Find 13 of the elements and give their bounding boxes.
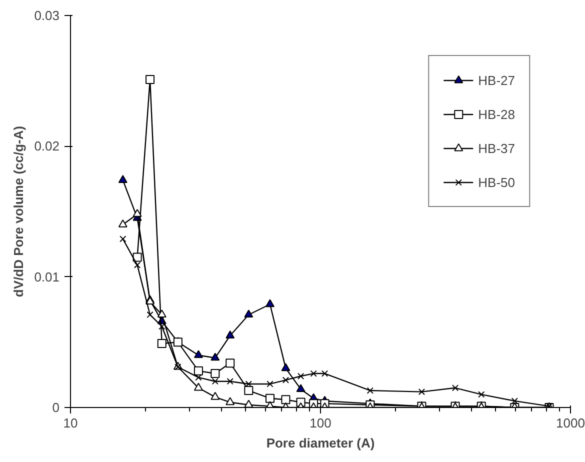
y-axis-title: dV/dD Pore volume (cc/g-A) [11,126,26,298]
y-tick-label: 0 [52,400,60,415]
y-tick-label: 0.03 [34,8,60,23]
y-tick-label: 0.02 [34,138,60,154]
x-tick-label: 10 [63,416,78,430]
legend-label: HB-27 [478,72,515,88]
legend-label: HB-37 [478,140,515,156]
legend-label: HB-50 [478,174,515,190]
x-tick-label: 1000 [556,416,585,430]
y-tick-label: 0.01 [34,269,60,284]
x-axis-title: Pore diameter (A) [266,436,375,450]
legend-label: HB-28 [478,106,515,122]
x-tick-label: 100 [310,416,332,430]
